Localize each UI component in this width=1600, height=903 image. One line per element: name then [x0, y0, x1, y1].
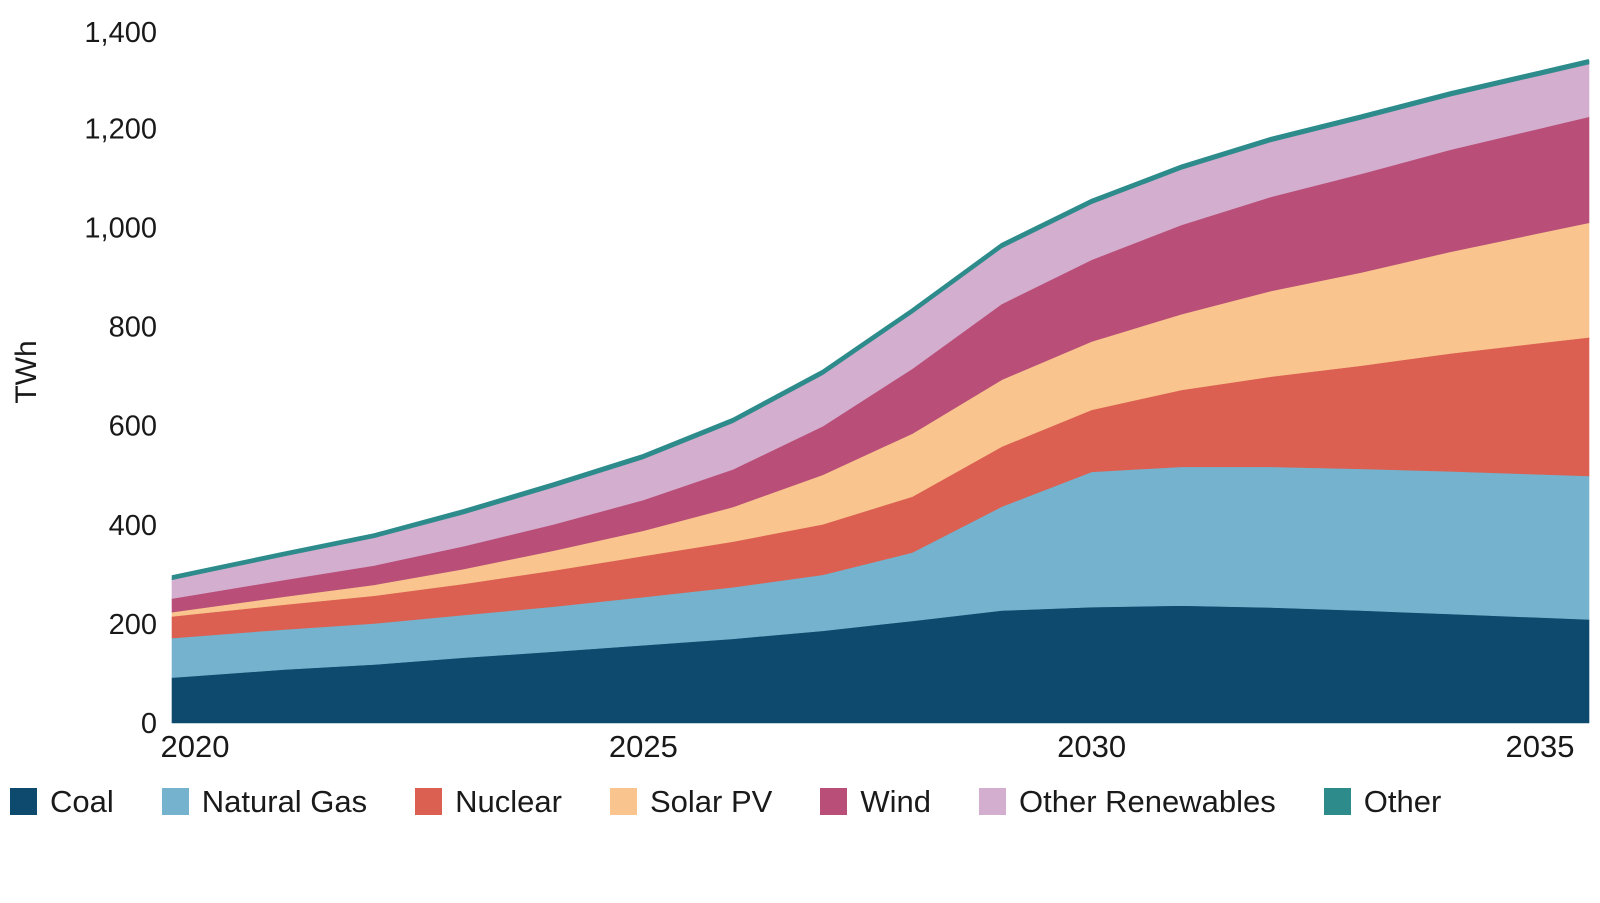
legend-item-solar-pv[interactable]: Solar PV: [610, 786, 772, 817]
y-tick-label: 400: [109, 510, 157, 542]
legend-swatch-solar-pv: [610, 788, 637, 815]
y-tick-label: 1,200: [84, 113, 157, 145]
legend-swatch-other-renewables: [978, 788, 1006, 815]
legend-item-wind[interactable]: Wind: [820, 786, 931, 817]
legend-label-wind: Wind: [860, 784, 931, 819]
legend-label-coal: Coal: [50, 784, 114, 819]
legend-item-coal[interactable]: Coal: [10, 786, 114, 817]
legend-label-other-renewables: Other Renewables: [1018, 784, 1276, 819]
y-tick-label: 0: [141, 708, 157, 740]
legend-swatch-natural-gas: [161, 788, 189, 815]
y-tick-label: 1,000: [84, 213, 157, 245]
y-tick-label: 1,400: [84, 17, 157, 49]
x-tick-label: 2030: [1057, 729, 1126, 764]
x-tick-label: 2025: [609, 729, 678, 764]
y-tick-label: 600: [109, 411, 157, 443]
legend-label-natural-gas: Natural Gas: [201, 784, 368, 819]
legend-item-other[interactable]: Other: [1323, 784, 1442, 819]
legend-item-other-renewables[interactable]: Other Renewables: [978, 784, 1276, 819]
x-tick-label: 2035: [1506, 729, 1575, 764]
chart-legend: Coal Natural Gas Nuclear Solar PV Wind Other …: [10, 786, 1441, 817]
legend-item-nuclear[interactable]: Nuclear: [415, 786, 562, 817]
y-tick-label: 800: [109, 312, 157, 344]
total-top-line: [171, 59, 1590, 579]
legend-swatch-coal: [10, 788, 37, 815]
y-tick-label: 200: [109, 609, 157, 641]
legend-item-natural-gas[interactable]: Natural Gas: [161, 784, 368, 819]
legend-swatch-wind: [820, 788, 848, 815]
legend-swatch-other: [1323, 788, 1351, 815]
legend-swatch-nuclear: [415, 788, 443, 815]
legend-label-other: Other: [1363, 784, 1442, 819]
x-tick-label: 2020: [161, 729, 230, 764]
legend-label-nuclear: Nuclear: [455, 784, 562, 819]
y-axis-title: TWh: [10, 340, 43, 403]
legend-label-solar-pv: Solar PV: [650, 784, 773, 819]
